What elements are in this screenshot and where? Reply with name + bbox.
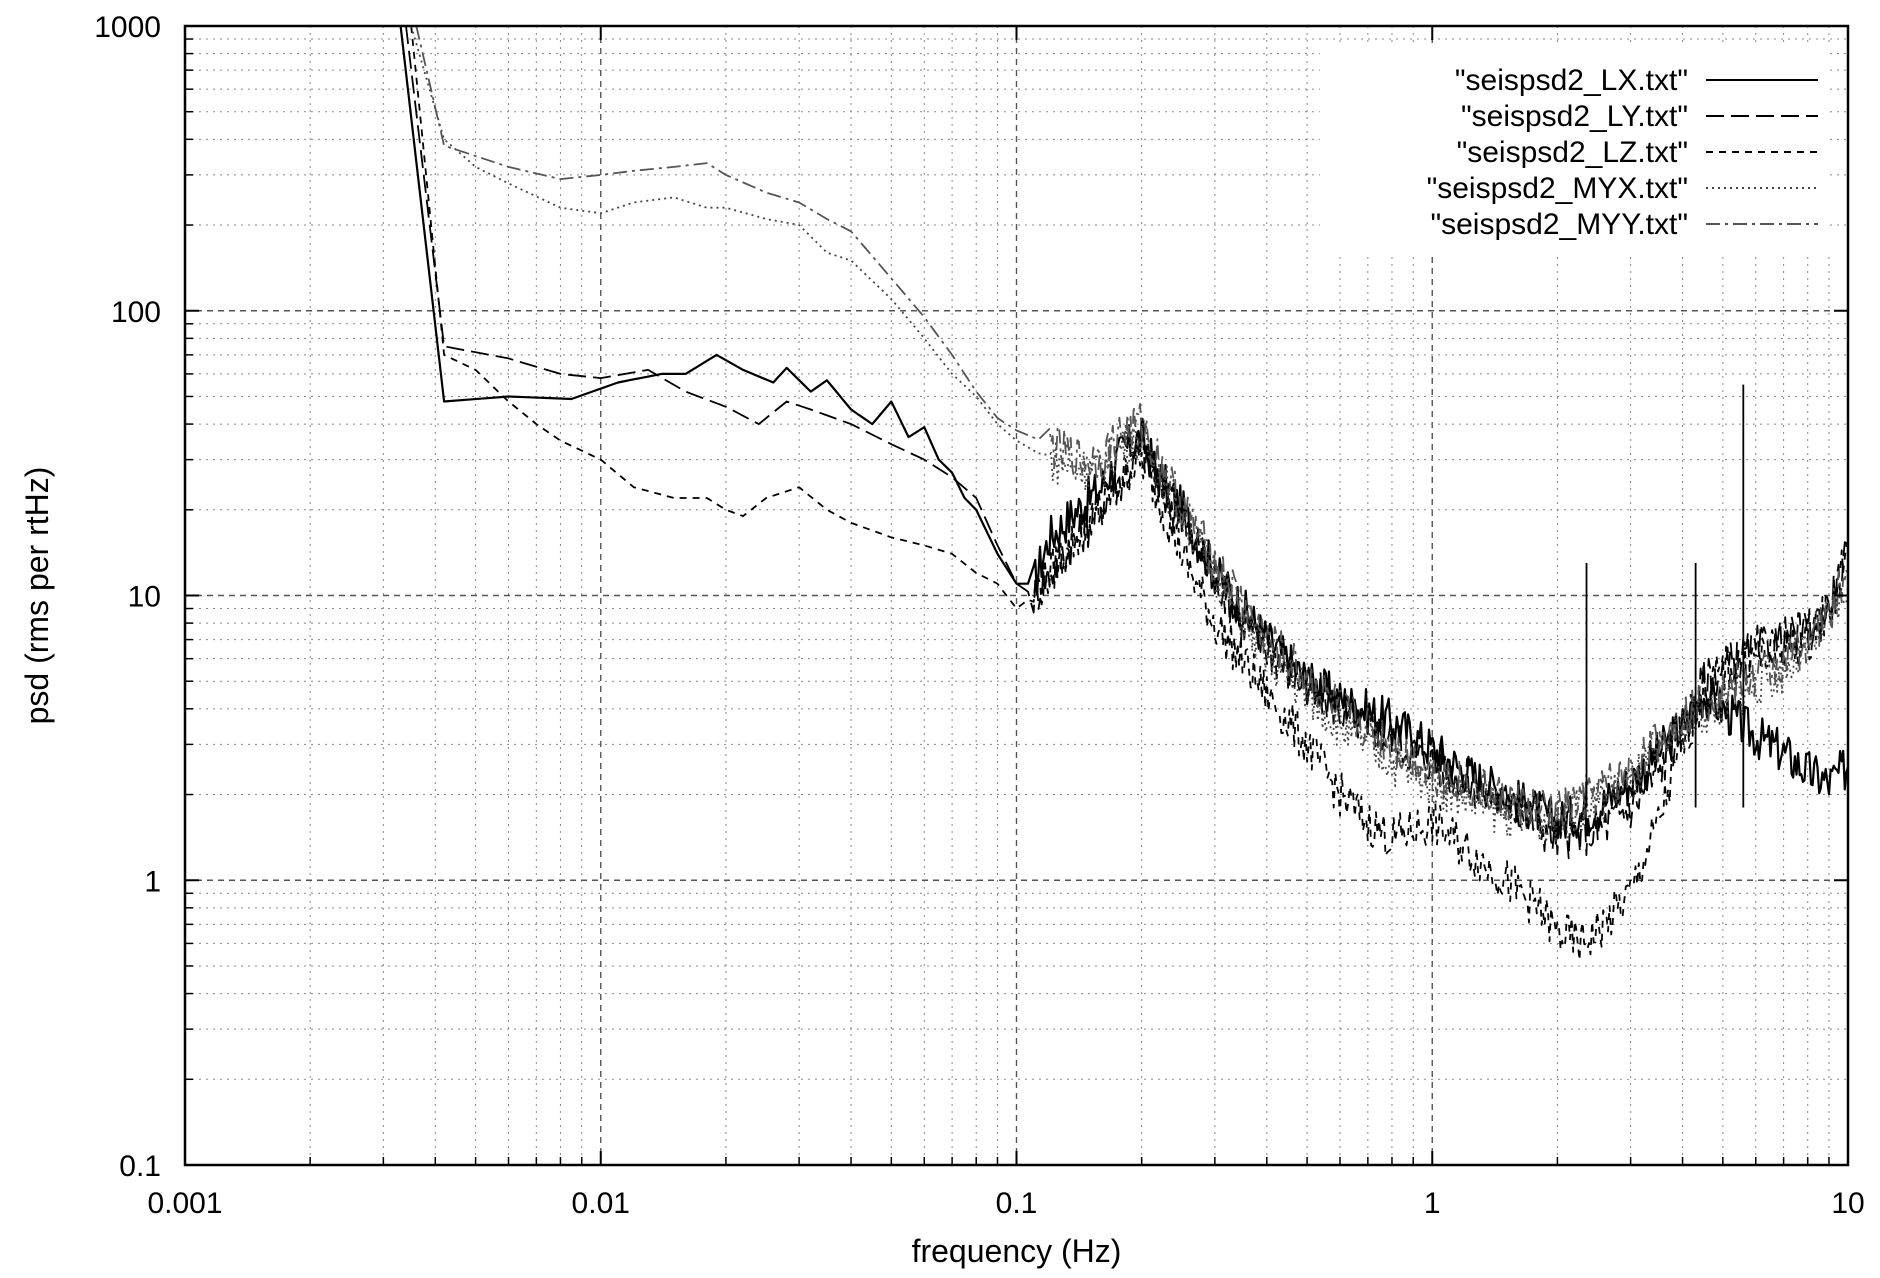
y-tick-label: 1 (144, 865, 161, 898)
y-axis-label: psd (rms per rtHz) (19, 467, 55, 725)
legend: "seispsd2_LX.txt""seispsd2_LY.txt""seisp… (1320, 44, 1830, 254)
x-tick-label: 0.1 (996, 1187, 1038, 1220)
y-tick-label: 0.1 (119, 1150, 161, 1183)
series-line-2 (405, 26, 1848, 860)
series-layer (399, 26, 1848, 961)
series-line-1 (399, 26, 1848, 845)
legend-label-5: "seispsd2_MYY.txt" (1430, 208, 1688, 241)
axis-ticks: 0.001 0.01 0.1 1 10 0.1 1 10 100 1000 (94, 11, 1864, 1220)
series-group (399, 26, 1848, 961)
y-tick-label: 10 (128, 581, 161, 614)
x-tick-label: 0.01 (572, 1187, 630, 1220)
x-tick-label: 1 (1424, 1187, 1441, 1220)
y-tick-label: 1000 (94, 11, 161, 44)
x-axis-label: frequency (Hz) (912, 1233, 1122, 1269)
series-line-5 (415, 26, 1848, 831)
series-line-4 (410, 26, 1848, 844)
legend-label-3: "seispsd2_LZ.txt" (1457, 136, 1688, 169)
x-tick-label: 0.001 (147, 1187, 222, 1220)
y-tick-label: 100 (111, 296, 161, 329)
x-tick-label: 10 (1831, 1187, 1864, 1220)
legend-label-4: "seispsd2_MYX.txt" (1427, 172, 1688, 205)
legend-label-2: "seispsd2_LY.txt" (1461, 100, 1688, 133)
legend-label-1: "seispsd2_LX.txt" (1455, 64, 1688, 97)
